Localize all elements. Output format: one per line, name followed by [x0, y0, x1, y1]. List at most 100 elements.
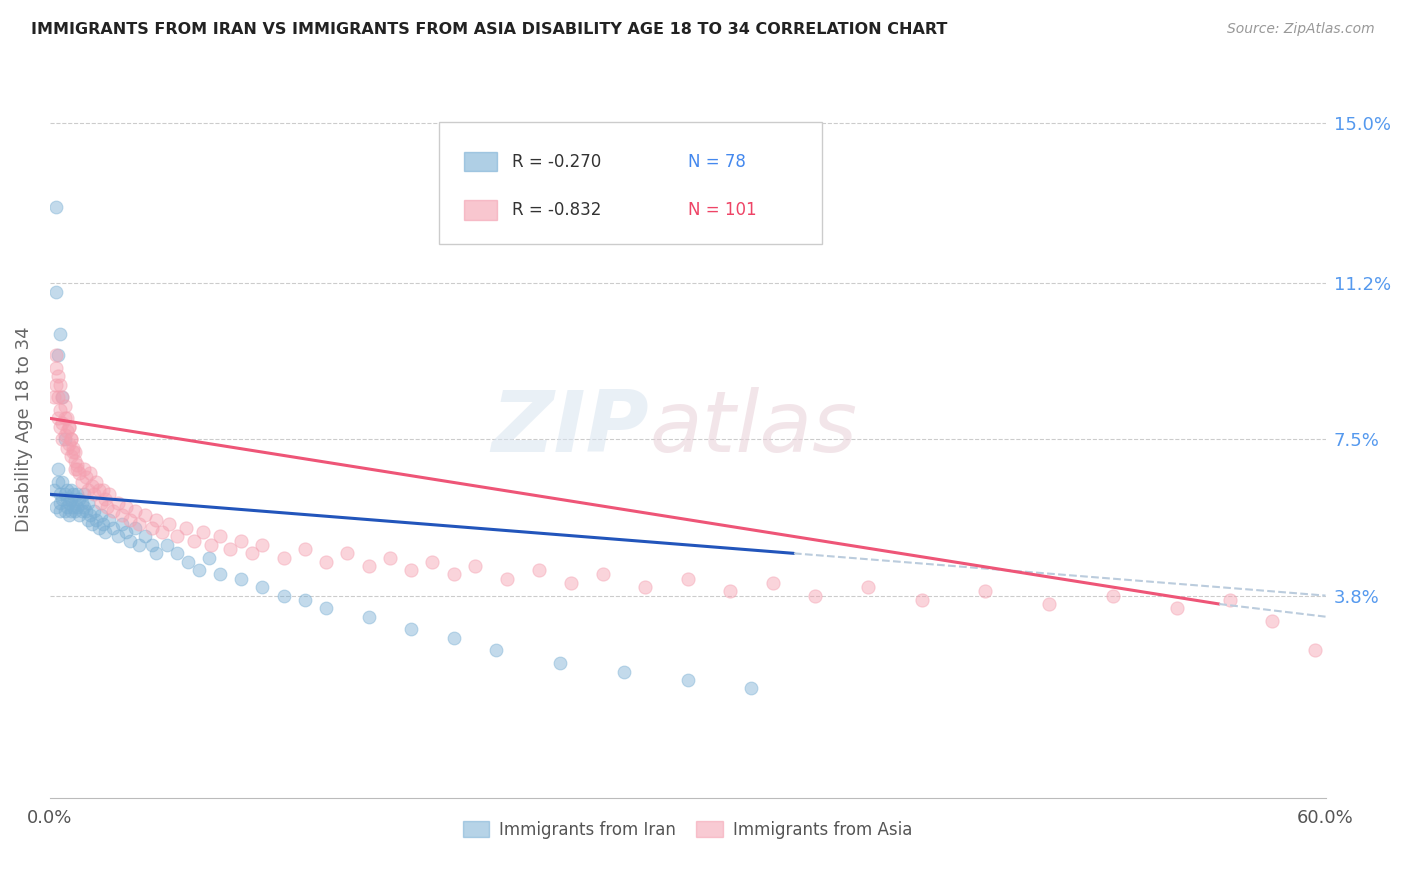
Point — [145, 513, 167, 527]
Point — [73, 462, 96, 476]
Point — [55, 500, 77, 514]
Point — [157, 516, 180, 531]
Point — [75, 504, 97, 518]
Point — [46, 348, 69, 362]
Point — [115, 500, 138, 514]
Point — [103, 504, 125, 518]
Point — [1102, 589, 1125, 603]
Point — [124, 521, 146, 535]
Point — [177, 555, 200, 569]
Point — [718, 584, 741, 599]
Point — [107, 529, 129, 543]
Point — [58, 508, 80, 523]
Point — [174, 521, 197, 535]
Point — [191, 525, 214, 540]
Point — [87, 521, 110, 535]
Point — [59, 450, 82, 464]
Point — [294, 542, 316, 557]
Text: ZIP: ZIP — [492, 387, 650, 470]
Point — [124, 504, 146, 518]
Point — [67, 466, 90, 480]
Y-axis label: Disability Age 18 to 34: Disability Age 18 to 34 — [15, 326, 32, 532]
Point — [1038, 597, 1060, 611]
Point — [115, 525, 138, 540]
Point — [45, 360, 67, 375]
Point — [55, 411, 77, 425]
Point — [357, 609, 380, 624]
Point — [200, 538, 222, 552]
Point — [613, 665, 636, 679]
Point — [63, 453, 86, 467]
Point — [219, 542, 242, 557]
Point — [464, 559, 486, 574]
Point — [141, 521, 163, 535]
Point — [66, 462, 89, 476]
Point — [548, 656, 571, 670]
Point — [70, 504, 93, 518]
Point — [208, 529, 231, 543]
Point — [49, 504, 72, 518]
Point — [70, 496, 93, 510]
Point — [676, 572, 699, 586]
Point — [229, 533, 252, 548]
Point — [86, 475, 108, 489]
Point — [134, 508, 156, 523]
Point — [59, 491, 82, 506]
Point — [1303, 643, 1326, 657]
Point — [51, 390, 73, 404]
Point — [51, 416, 73, 430]
Point — [183, 533, 205, 548]
Point — [294, 592, 316, 607]
Point — [49, 326, 72, 341]
Point — [910, 592, 932, 607]
Point — [67, 491, 90, 506]
Point — [336, 546, 359, 560]
Point — [98, 487, 121, 501]
Point — [315, 555, 337, 569]
Point — [208, 567, 231, 582]
Point — [1219, 592, 1241, 607]
Point — [55, 483, 77, 497]
Point — [134, 529, 156, 543]
Point — [399, 563, 422, 577]
Point — [229, 572, 252, 586]
Point — [120, 533, 142, 548]
Point — [82, 479, 104, 493]
Text: R = -0.832: R = -0.832 — [512, 201, 600, 219]
Point — [77, 496, 100, 510]
Point — [53, 504, 76, 518]
Point — [96, 500, 118, 514]
Point — [103, 521, 125, 535]
Legend: Immigrants from Iran, Immigrants from Asia: Immigrants from Iran, Immigrants from As… — [456, 814, 920, 846]
Point — [45, 377, 67, 392]
Point — [58, 419, 80, 434]
Point — [49, 496, 72, 510]
Point — [73, 487, 96, 501]
Point — [128, 516, 150, 531]
Text: R = -0.270: R = -0.270 — [512, 153, 600, 171]
Point — [55, 424, 77, 438]
Point — [58, 436, 80, 450]
Point — [90, 508, 112, 523]
Point — [79, 466, 101, 480]
Point — [485, 643, 508, 657]
Point — [45, 500, 67, 514]
Text: N = 78: N = 78 — [688, 153, 745, 171]
Point — [111, 508, 134, 523]
Point — [58, 419, 80, 434]
Text: N = 101: N = 101 — [688, 201, 756, 219]
Point — [252, 580, 274, 594]
Point — [55, 441, 77, 455]
Point — [166, 529, 188, 543]
Point — [422, 555, 444, 569]
Point — [59, 504, 82, 518]
Point — [273, 550, 295, 565]
Point — [83, 487, 105, 501]
Point — [46, 411, 69, 425]
Point — [73, 500, 96, 514]
Point — [740, 681, 762, 696]
Point — [974, 584, 997, 599]
Point — [63, 462, 86, 476]
Point — [634, 580, 657, 594]
Point — [55, 491, 77, 506]
